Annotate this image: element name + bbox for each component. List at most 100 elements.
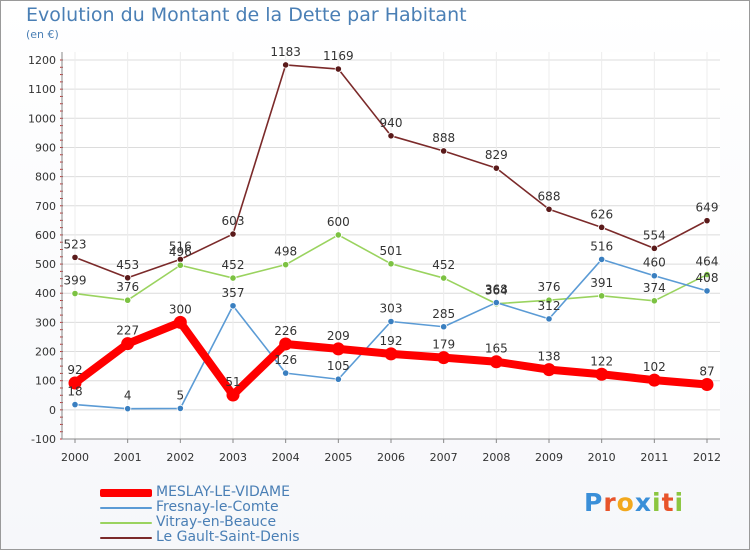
data-label: 688: [538, 189, 561, 203]
data-label: 165: [485, 342, 508, 356]
data-point: [282, 369, 290, 377]
data-point: [334, 65, 342, 73]
data-label: 523: [64, 237, 87, 251]
data-point: [173, 315, 187, 329]
data-point: [542, 363, 556, 377]
data-label: 399: [64, 274, 87, 288]
x-tick-label: 2003: [219, 451, 247, 464]
data-point: [229, 302, 237, 310]
x-tick-label: 2005: [324, 451, 352, 464]
x-tick-label: 2009: [535, 451, 563, 464]
data-label: 460: [643, 256, 666, 270]
data-point: [229, 274, 237, 282]
x-tick-label: 2006: [377, 451, 405, 464]
x-tick-label: 2000: [61, 451, 89, 464]
data-label: 452: [432, 258, 455, 272]
data-label: 122: [590, 354, 613, 368]
data-point: [489, 355, 503, 369]
data-label: 5: [177, 388, 185, 402]
data-label: 92: [67, 363, 82, 377]
data-label: 209: [327, 329, 350, 343]
logo-letter: P: [584, 488, 604, 517]
data-point: [71, 400, 79, 409]
data-point: [387, 132, 395, 140]
data-point: [279, 337, 293, 351]
data-point: [650, 272, 658, 280]
data-label: 312: [538, 299, 561, 313]
data-label: 600: [327, 215, 350, 229]
data-label: 888: [432, 131, 455, 145]
x-tick-label: 2004: [272, 451, 300, 464]
legend-swatch: [100, 522, 152, 524]
data-point: [598, 255, 606, 264]
data-point: [68, 376, 82, 390]
logo-letter: i: [674, 488, 685, 517]
y-tick-label: 1000: [28, 112, 56, 125]
data-point: [545, 296, 553, 304]
data-label: 498: [274, 245, 297, 259]
data-point: [121, 337, 135, 351]
data-label: 87: [699, 364, 714, 378]
logo-letter: o: [616, 488, 635, 517]
data-point: [700, 377, 714, 391]
data-point: [387, 317, 395, 326]
x-tick-label: 2008: [482, 451, 510, 464]
data-point: [124, 405, 132, 413]
x-tick-label: 2001: [114, 451, 142, 464]
data-label: 376: [116, 280, 139, 294]
data-point: [229, 230, 237, 238]
y-tick-label: 800: [35, 171, 56, 184]
data-label: 285: [432, 307, 455, 321]
data-label: 496: [169, 245, 192, 259]
data-label: 603: [222, 214, 245, 228]
x-tick-label: 2002: [166, 451, 194, 464]
data-point: [226, 388, 240, 402]
chart-title: Evolution du Montant de la Dette par Hab…: [26, 4, 467, 26]
y-tick-label: 400: [35, 287, 56, 300]
y-tick-label: -100: [31, 433, 56, 446]
data-label: 138: [538, 350, 561, 364]
chart-unit: (en €): [26, 28, 59, 41]
x-tick-label: 2007: [430, 451, 458, 464]
legend-swatch: [100, 507, 152, 509]
data-point: [650, 297, 658, 305]
x-tick-label: 2010: [588, 451, 616, 464]
data-label: 408: [696, 271, 719, 285]
data-label: 940: [380, 116, 403, 130]
data-label: 516: [169, 239, 192, 253]
data-point: [440, 274, 448, 282]
data-label: 364: [485, 284, 508, 298]
logo-letter: r: [603, 488, 617, 517]
data-point: [703, 270, 711, 279]
legend-swatch: [100, 489, 152, 497]
logo-letter: i: [652, 488, 662, 517]
data-label: 227: [116, 324, 139, 338]
proxiti-logo: Proxiti: [584, 488, 684, 517]
data-point: [124, 296, 132, 304]
legend-label: Vitray-en-Beauce: [156, 514, 277, 530]
y-tick-label: 700: [35, 200, 56, 213]
y-tick-label: 200: [35, 346, 56, 359]
data-point: [176, 404, 184, 412]
data-label: 18: [67, 385, 82, 399]
y-tick-label: 300: [35, 316, 56, 329]
data-point: [598, 292, 606, 300]
data-label: 649: [696, 201, 719, 215]
data-point: [176, 261, 184, 269]
data-label: 179: [432, 338, 455, 352]
data-point: [703, 217, 711, 225]
data-label: 300: [169, 302, 192, 316]
data-point: [334, 375, 342, 383]
x-tick-label: 2011: [640, 451, 668, 464]
legend-label: Fresnay-le-Comte: [156, 499, 279, 515]
data-label: 192: [380, 334, 403, 348]
data-point: [545, 315, 553, 323]
data-point: [492, 298, 500, 307]
data-point: [71, 289, 79, 298]
line-chart: -100 0 100 200 300 400 500 600 700 800 900 1000 1100…: [28, 45, 721, 464]
data-label: 464: [696, 255, 719, 269]
y-tick-label: 900: [35, 141, 56, 154]
data-label: 105: [327, 359, 350, 373]
data-label: 453: [116, 258, 139, 272]
data-label: 1169: [323, 49, 354, 63]
